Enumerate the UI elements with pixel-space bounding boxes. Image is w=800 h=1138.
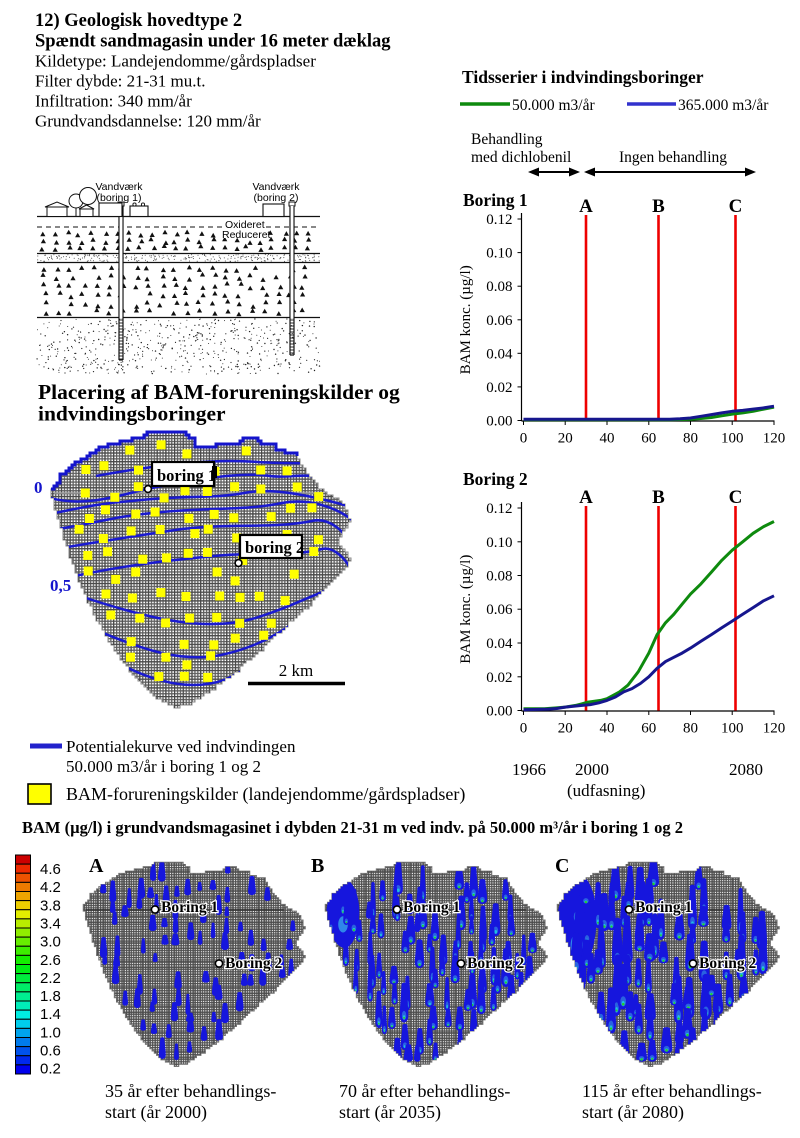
- svg-text:A: A: [579, 196, 593, 217]
- svg-text:(boring 1): (boring 1): [97, 192, 142, 204]
- svg-text:Vandværk: Vandværk: [95, 181, 143, 193]
- svg-text:70 år efter behandlings-: 70 år efter behandlings-: [339, 1081, 510, 1101]
- svg-text:A: A: [89, 855, 104, 877]
- svg-text:start (år 2000): start (år 2000): [105, 1102, 207, 1123]
- svg-text:BAM-forureningskilder (landeje: BAM-forureningskilder (landejendomme/går…: [66, 784, 465, 805]
- svg-text:Reduceret: Reduceret: [222, 229, 271, 241]
- svg-text:0.08: 0.08: [486, 569, 512, 585]
- svg-text:2080: 2080: [729, 760, 763, 779]
- svg-text:0: 0: [520, 721, 528, 737]
- svg-text:0.04: 0.04: [486, 346, 513, 362]
- svg-text:0.10: 0.10: [486, 535, 512, 551]
- svg-text:Ingen behandling: Ingen behandling: [619, 149, 727, 166]
- svg-text:2.2: 2.2: [40, 970, 61, 987]
- svg-text:(udfasning): (udfasning): [567, 781, 645, 800]
- svg-text:boring 1: boring 1: [157, 466, 216, 485]
- svg-text:(boring 2): (boring 2): [254, 192, 299, 204]
- svg-text:20: 20: [558, 721, 573, 737]
- svg-text:0,5: 0,5: [50, 576, 71, 595]
- svg-text:BAM konc. (µg/l): BAM konc. (µg/l): [458, 555, 474, 664]
- svg-text:boring 2: boring 2: [245, 538, 304, 557]
- svg-text:3.8: 3.8: [40, 897, 61, 914]
- svg-text:B: B: [311, 855, 324, 877]
- svg-text:40: 40: [600, 721, 615, 737]
- svg-text:0.12: 0.12: [486, 501, 512, 517]
- svg-text:80: 80: [683, 721, 698, 737]
- svg-text:0: 0: [34, 478, 43, 497]
- svg-text:0.00: 0.00: [486, 414, 512, 430]
- svg-text:0.06: 0.06: [486, 313, 513, 329]
- svg-text:80: 80: [683, 431, 698, 447]
- svg-text:60: 60: [641, 431, 656, 447]
- svg-text:0.00: 0.00: [486, 704, 512, 720]
- svg-text:60: 60: [641, 721, 656, 737]
- svg-text:1.8: 1.8: [40, 988, 61, 1005]
- svg-text:Boring 2: Boring 2: [225, 955, 283, 972]
- svg-text:Oxideret: Oxideret: [225, 219, 265, 231]
- svg-text:Kildetype: Landejendomme/gårds: Kildetype: Landejendomme/gårdspladser: [35, 52, 316, 71]
- svg-text:BAM (µg/l) i grundvandsmagasin: BAM (µg/l) i grundvandsmagasinet i dybde…: [22, 818, 683, 837]
- svg-text:0.12: 0.12: [486, 212, 512, 228]
- svg-text:Infiltration: 340 mm/år: Infiltration: 340 mm/år: [35, 92, 192, 111]
- svg-text:3.0: 3.0: [40, 934, 61, 951]
- svg-text:4.6: 4.6: [40, 861, 61, 878]
- svg-text:Tidsserier i indvindingsboring: Tidsserier i indvindingsboringer: [462, 67, 704, 87]
- svg-text:Boring 1: Boring 1: [161, 899, 218, 916]
- svg-text:Boring 1: Boring 1: [403, 899, 460, 916]
- svg-text:Spændt sandmagasin under 16 me: Spændt sandmagasin under 16 meter dæklag: [35, 32, 391, 52]
- svg-text:2.6: 2.6: [40, 952, 61, 969]
- svg-text:start (år 2035): start (år 2035): [339, 1102, 441, 1123]
- svg-text:0.10: 0.10: [486, 246, 512, 262]
- svg-text:0.2: 0.2: [40, 1061, 61, 1078]
- svg-text:B: B: [652, 196, 665, 217]
- svg-text:B: B: [652, 487, 665, 508]
- svg-text:35 år efter behandlings-: 35 år efter behandlings-: [105, 1081, 276, 1101]
- svg-text:indvindingsboringer: indvindingsboringer: [38, 402, 226, 426]
- svg-text:Filter dybde: 21-31 mu.t.: Filter dybde: 21-31 mu.t.: [35, 72, 205, 91]
- svg-text:2 km: 2 km: [279, 661, 313, 680]
- svg-text:120: 120: [763, 721, 786, 737]
- svg-text:0.06: 0.06: [486, 602, 513, 618]
- svg-text:120: 120: [763, 431, 786, 447]
- svg-text:50.000 m3/år: 50.000 m3/år: [512, 97, 595, 114]
- svg-text:1966: 1966: [512, 760, 546, 779]
- svg-text:C: C: [555, 855, 569, 877]
- svg-text:365.000 m3/år: 365.000 m3/år: [678, 97, 769, 114]
- svg-text:1.0: 1.0: [40, 1024, 61, 1041]
- svg-text:Grundvandsdannelse: 120 mm/år: Grundvandsdannelse: 120 mm/år: [35, 112, 261, 131]
- svg-text:Boring 2: Boring 2: [467, 955, 525, 972]
- svg-text:100: 100: [721, 431, 744, 447]
- svg-text:C: C: [729, 487, 743, 508]
- svg-text:start (år 2080): start (år 2080): [582, 1102, 684, 1123]
- svg-text:Boring 2: Boring 2: [699, 955, 757, 972]
- svg-text:Placering af BAM-forureningski: Placering af BAM-forureningskilder og: [38, 380, 400, 404]
- svg-text:Boring 2: Boring 2: [463, 469, 528, 489]
- svg-text:100: 100: [721, 721, 744, 737]
- svg-text:med dichlobenil: med dichlobenil: [471, 149, 571, 166]
- svg-text:40: 40: [600, 431, 615, 447]
- svg-text:0.02: 0.02: [486, 380, 512, 396]
- svg-text:0.08: 0.08: [486, 279, 512, 295]
- svg-text:115 år efter behandlings-: 115 år efter behandlings-: [582, 1081, 762, 1101]
- svg-text:12) Geologisk hovedtype 2: 12) Geologisk hovedtype 2: [35, 11, 242, 31]
- svg-text:0.6: 0.6: [40, 1043, 61, 1060]
- svg-text:0.04: 0.04: [486, 636, 513, 652]
- svg-text:50.000 m3/år i boring 1 og 2: 50.000 m3/år i boring 1 og 2: [66, 757, 261, 776]
- svg-text:Potentialekurve ved indvinding: Potentialekurve ved indvindingen: [66, 737, 296, 756]
- svg-text:4.2: 4.2: [40, 879, 61, 896]
- svg-text:3.4: 3.4: [40, 916, 61, 933]
- svg-text:1.4: 1.4: [40, 1006, 61, 1023]
- svg-text:2000: 2000: [575, 760, 609, 779]
- svg-text:C: C: [729, 196, 743, 217]
- svg-text:Boring 1: Boring 1: [635, 899, 692, 916]
- svg-text:Behandling: Behandling: [471, 131, 543, 148]
- svg-text:A: A: [579, 487, 593, 508]
- svg-text:BAM konc. (µg/l): BAM konc. (µg/l): [458, 265, 474, 374]
- svg-text:Boring 1: Boring 1: [463, 190, 528, 210]
- svg-text:20: 20: [558, 431, 573, 447]
- svg-text:Vandværk: Vandværk: [252, 181, 300, 193]
- svg-text:0: 0: [520, 431, 528, 447]
- svg-text:0.02: 0.02: [486, 670, 512, 686]
